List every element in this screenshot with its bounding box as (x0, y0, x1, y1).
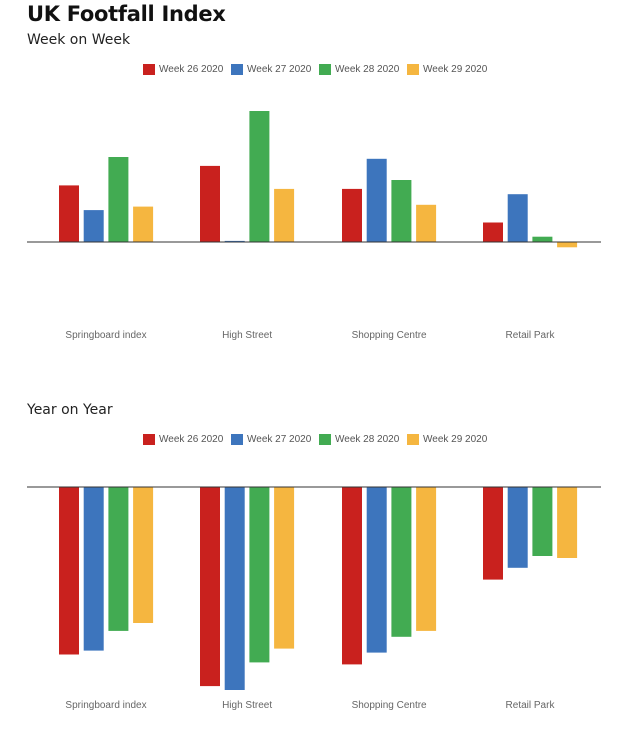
bar-week-29-2020-2 (416, 204, 437, 242)
legend-swatch (143, 64, 155, 75)
category-tick-label: High Street (222, 700, 272, 711)
legend-swatch (407, 64, 419, 75)
legend-swatch (319, 64, 331, 75)
bar-week-28-2020-1 (249, 111, 270, 242)
legend-label: Week 29 2020 (423, 434, 488, 445)
legend-item: Week 26 2020 (143, 64, 223, 75)
chart-title-week-on-week: Week on Week (27, 32, 131, 48)
bar-week-28-2020-2 (391, 180, 412, 242)
legend-label: Week 29 2020 (423, 64, 488, 75)
bar-week-26-2020-3 (483, 222, 503, 242)
bar-week-29-2020-0 (133, 487, 154, 623)
legend-label: Week 27 2020 (247, 434, 312, 445)
bar-week-28-2020-1 (249, 487, 270, 663)
legend-item: Week 27 2020 (231, 64, 311, 75)
legend-item: Week 29 2020 (407, 434, 487, 445)
category-tick-label: Shopping Centre (352, 700, 427, 711)
bar-week-27-2020-3 (507, 487, 528, 568)
bar-week-26-2020-3 (483, 487, 503, 580)
bar-week-29-2020-2 (416, 487, 437, 631)
bar-week-27-2020-3 (507, 194, 528, 242)
bar-week-29-2020-1 (274, 487, 295, 649)
legend-item: Week 28 2020 (319, 434, 399, 445)
legend-swatch (319, 434, 331, 445)
bar-week-28-2020-3 (532, 487, 553, 556)
bar-week-27-2020-2 (366, 487, 387, 653)
bar-week-27-2020-0 (83, 210, 104, 242)
legend-item: Week 26 2020 (143, 434, 223, 445)
bar-week-28-2020-2 (391, 487, 412, 637)
category-tick-label: Springboard index (65, 330, 146, 341)
chart-title-year-on-year: Year on Year (27, 402, 113, 418)
legend-item: Week 27 2020 (231, 434, 311, 445)
legend-item: Week 29 2020 (407, 64, 487, 75)
bar-week-26-2020-0 (59, 487, 79, 655)
bar-week-26-2020-1 (200, 165, 220, 242)
bar-week-28-2020-0 (108, 157, 129, 242)
legend-label: Week 28 2020 (335, 64, 400, 75)
page-title: UK Footfall Index (27, 2, 226, 26)
bar-week-26-2020-1 (200, 487, 220, 687)
bar-week-27-2020-1 (224, 487, 245, 690)
bar-week-29-2020-1 (274, 188, 295, 242)
category-tick-label: Springboard index (65, 700, 146, 711)
legend-week-on-week: Week 26 2020 Week 27 2020 Week 28 2020 W… (0, 64, 639, 78)
legend-item: Week 28 2020 (319, 64, 399, 75)
legend-swatch (407, 434, 419, 445)
category-tick-label: Shopping Centre (352, 330, 427, 341)
bar-week-28-2020-0 (108, 487, 129, 631)
category-tick-label: Retail Park (506, 330, 556, 341)
legend-swatch (231, 64, 243, 75)
week-on-week-chart: Springboard index High Street Shopping Cen… (27, 111, 601, 341)
bar-week-28-2020-3 (532, 236, 553, 242)
bar-week-27-2020-1 (224, 240, 245, 242)
bar-week-29-2020-0 (133, 206, 154, 242)
bar-week-29-2020-3 (557, 487, 578, 558)
legend-label: Week 28 2020 (335, 434, 400, 445)
category-tick-label: High Street (222, 330, 272, 341)
legend-swatch (143, 434, 155, 445)
legend-label: Week 26 2020 (159, 434, 224, 445)
legend-label: Week 26 2020 (159, 64, 224, 75)
category-tick-label: Retail Park (506, 700, 556, 711)
bar-week-26-2020-2 (342, 487, 362, 665)
legend-label: Week 27 2020 (247, 64, 312, 75)
bar-week-26-2020-0 (59, 185, 79, 242)
bar-week-26-2020-2 (342, 188, 362, 242)
legend-year-on-year: Week 26 2020 Week 27 2020 Week 28 2020 W… (0, 434, 639, 448)
bar-week-29-2020-3 (557, 242, 578, 248)
legend-swatch (231, 434, 243, 445)
bar-week-27-2020-0 (83, 487, 104, 651)
bar-week-27-2020-2 (366, 158, 387, 242)
